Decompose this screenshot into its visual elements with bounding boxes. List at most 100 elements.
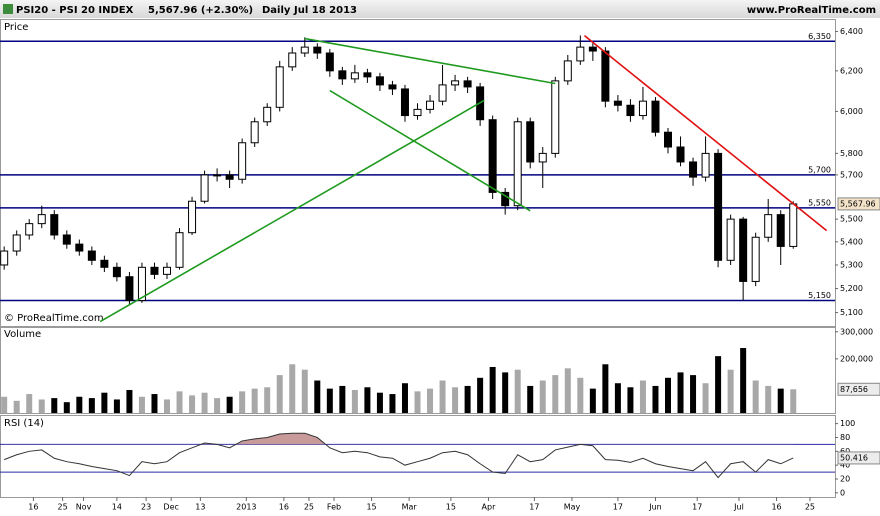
volume-bar [201, 392, 208, 413]
volume-bar [126, 389, 133, 413]
volume-bar [527, 385, 534, 413]
candle-body [213, 174, 222, 177]
volume-bar [715, 356, 722, 413]
candle-body [701, 152, 710, 178]
x-tick-label: 25 [58, 503, 68, 512]
volume-bar [464, 385, 471, 413]
x-tick-label: 17 [613, 503, 623, 512]
y-tick-label: 200,000 [840, 354, 873, 363]
candle-body [538, 152, 547, 163]
last-value-label: 50.416 [840, 453, 868, 462]
x-tick-label: Jul [733, 503, 744, 512]
candle-body [275, 66, 284, 108]
candle-body [689, 161, 698, 178]
volume-bar [264, 387, 271, 413]
candle-body [426, 100, 435, 110]
candle-body [739, 218, 748, 282]
candle-body [150, 266, 159, 275]
y-tick-label: 20 [840, 475, 850, 484]
y-tick-label: 6,400 [840, 27, 863, 36]
last-value-box [837, 197, 880, 211]
candle-body [62, 234, 71, 245]
level-label: 5,550 [808, 198, 831, 207]
volume-bar [639, 380, 646, 413]
candle-body [513, 121, 522, 207]
volume-bar [351, 389, 358, 413]
volume-bar [690, 375, 697, 413]
candle-body [551, 80, 560, 154]
volume-bar [539, 380, 546, 413]
volume-bar [88, 398, 95, 413]
candle-body [350, 72, 359, 80]
y-tick-label: 5,800 [840, 149, 863, 158]
candle-body [676, 146, 685, 163]
volume-bar [652, 385, 659, 413]
x-tick-label: 25 [805, 503, 815, 512]
candle-body [375, 76, 384, 86]
candle-body [175, 232, 184, 268]
candle-body [288, 52, 297, 68]
candle-body [388, 84, 397, 90]
volume-bar [113, 399, 120, 413]
y-tick-label: 5,700 [840, 170, 863, 179]
y-tick-label: 5,300 [840, 260, 863, 269]
candle-body [638, 100, 647, 117]
volume-bar [439, 380, 446, 413]
x-tick-label: 16 [28, 503, 38, 512]
symbol: PSI20 - PSI 20 INDEX [16, 5, 134, 16]
x-tick-label: 25 [304, 503, 314, 512]
panel-label: Price [4, 22, 28, 33]
volume-bar [26, 394, 33, 413]
volume-bar [314, 380, 321, 413]
volume-bar [226, 396, 233, 413]
volume-bar [151, 394, 158, 413]
trendline [304, 37, 556, 85]
candle-body [664, 131, 672, 148]
candle-body [751, 236, 760, 282]
candle-body [613, 100, 622, 106]
candle-body [726, 218, 735, 261]
y-tick-label: 6,200 [840, 66, 863, 75]
period: Daily [262, 5, 291, 16]
x-tick-label: 2013 [236, 503, 256, 512]
x-tick-label: 16 [771, 503, 781, 512]
volume-bar [63, 402, 70, 413]
volume-bar [51, 398, 58, 413]
x-tick-label: 14 [112, 503, 122, 512]
header-icon [3, 4, 13, 14]
volume-bar [414, 391, 421, 413]
y-tick-label: 5,100 [840, 308, 863, 317]
volume-bar [452, 387, 459, 413]
volume-bar [589, 388, 596, 413]
volume-bar [189, 395, 196, 413]
x-tick-label: Mar [402, 503, 418, 512]
volume-bar [602, 364, 609, 413]
candle-body [764, 214, 773, 238]
candle-body [776, 214, 785, 247]
volume-bar [727, 369, 734, 413]
candle-body [651, 100, 660, 133]
volume-bar [76, 396, 83, 413]
x-tick-label: Jun [648, 503, 662, 512]
volume-bar [326, 388, 333, 413]
volume-bar [752, 380, 759, 413]
x-tick-label: Apr [482, 503, 497, 512]
volume-bar [514, 369, 521, 413]
candle-body [263, 106, 272, 123]
volume-bar [790, 389, 797, 413]
volume-bar [777, 388, 784, 413]
candle-body [250, 121, 259, 144]
volume-bar [138, 396, 145, 413]
volume-bar [339, 385, 346, 413]
x-tick-label: Nov [76, 503, 92, 512]
last-value-box [837, 382, 880, 396]
y-tick-label: 300,000 [840, 327, 873, 336]
candle-body [463, 80, 472, 88]
candle-body [400, 88, 409, 117]
candle-body [338, 70, 347, 80]
volume-bar [251, 388, 258, 413]
candle-body [200, 174, 209, 202]
volume-bar [289, 364, 296, 413]
price-panel [0, 19, 836, 327]
candle-body [626, 104, 635, 117]
